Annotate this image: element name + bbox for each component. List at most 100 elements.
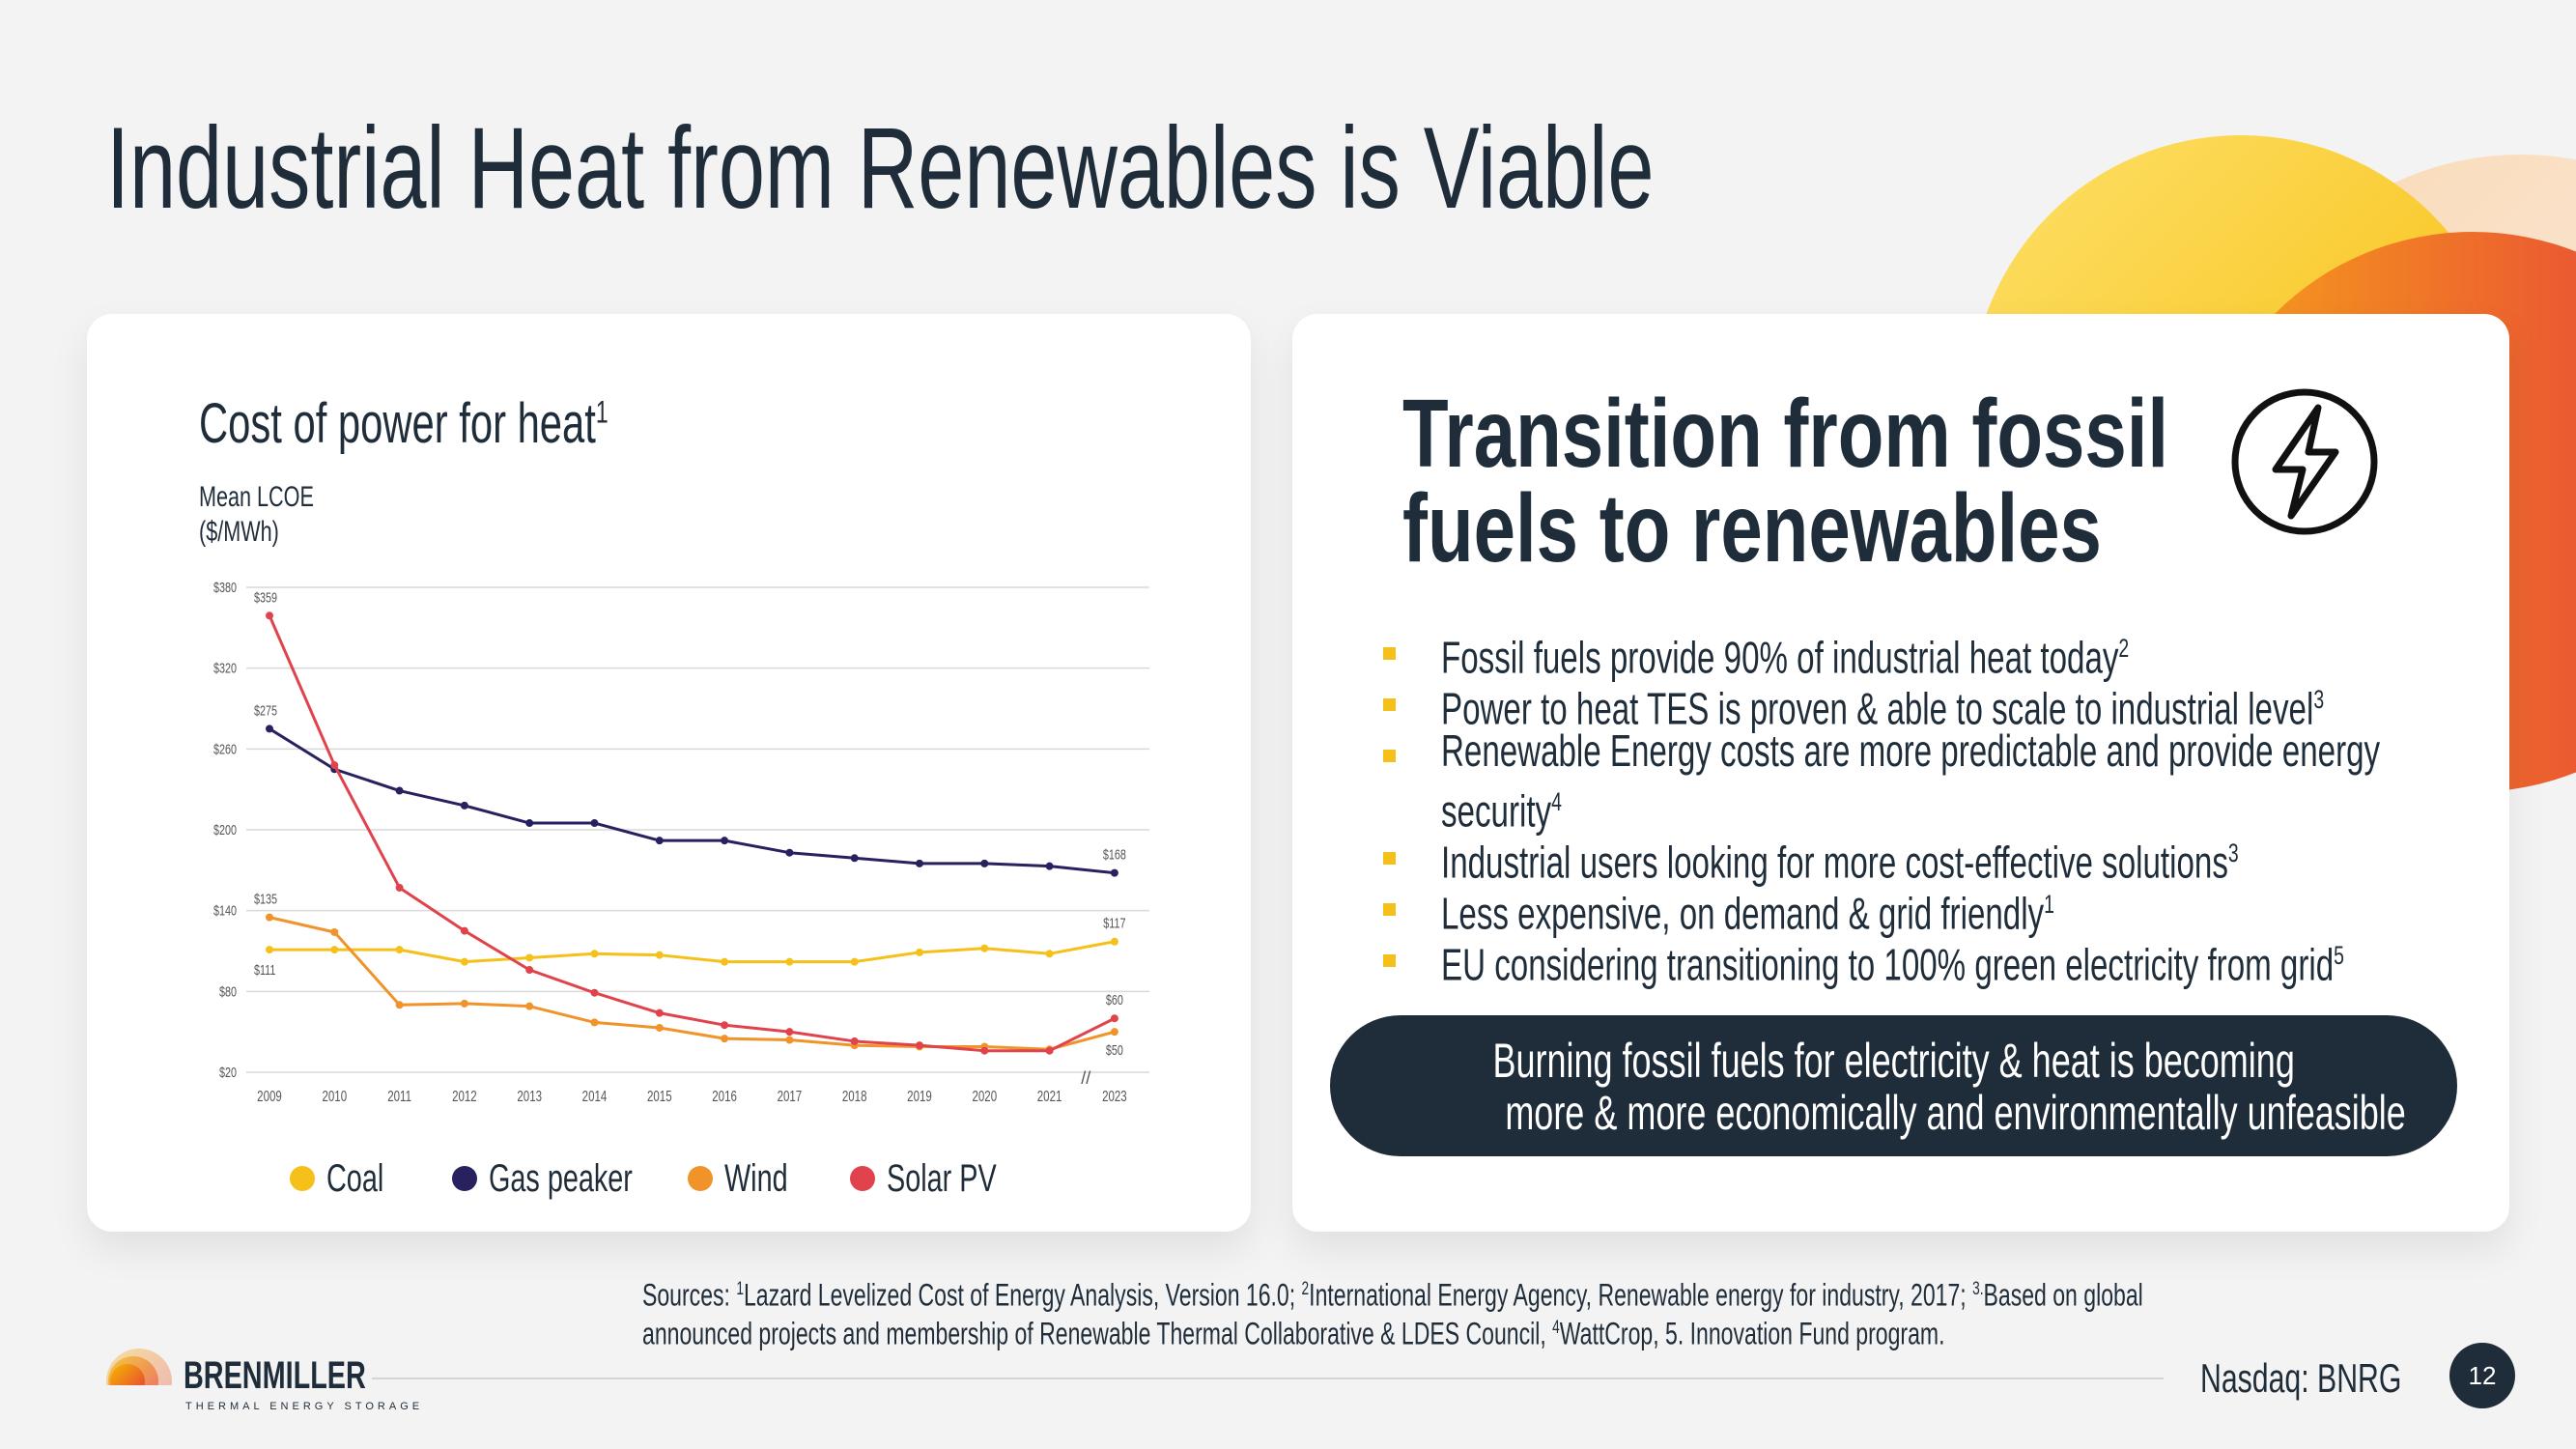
y-tick-label: $20 xyxy=(219,1064,237,1080)
data-point-coal xyxy=(721,957,729,966)
y-tick-label: $80 xyxy=(219,983,237,1000)
series-line-coal xyxy=(269,940,1116,964)
data-point-gas-peaker xyxy=(655,837,664,845)
data-point-solar-pv xyxy=(590,988,599,997)
data-point-coal xyxy=(590,950,599,958)
data-point-coal xyxy=(460,957,468,966)
bullet-square-icon xyxy=(1383,698,1396,711)
data-point-coal xyxy=(850,957,859,966)
data-label: $135 xyxy=(254,891,277,907)
y-axis-label: Mean LCOE ($/MWh) xyxy=(199,481,314,548)
callout-line-1: Burning fossil fuels for electricity & h… xyxy=(1492,1034,2295,1088)
x-tick-label: 2023 xyxy=(1102,1087,1127,1104)
lightning-bolt-icon xyxy=(2231,388,2378,535)
x-tick-label: 2017 xyxy=(778,1087,803,1104)
data-point-coal xyxy=(330,946,339,954)
y-tick-label: $260 xyxy=(213,741,237,757)
x-tick-label: 2009 xyxy=(257,1087,282,1104)
data-point-wind xyxy=(266,913,273,922)
callout-banner: Burning fossil fuels for electricity & h… xyxy=(1330,1015,2457,1156)
logo-tagline: THERMAL ENERGY STORAGE xyxy=(185,1401,424,1412)
data-point-gas-peaker xyxy=(1045,862,1054,870)
data-point-coal xyxy=(980,944,989,952)
legend-dot-coal xyxy=(290,1166,315,1191)
data-point-solar-pv xyxy=(395,883,404,892)
x-tick-label: 2021 xyxy=(1037,1087,1062,1104)
bullet-square-icon xyxy=(1383,954,1396,967)
chart-title: Cost of power for heat1 xyxy=(199,392,609,455)
data-point-gas-peaker xyxy=(721,837,729,845)
data-label: $117 xyxy=(1103,915,1125,931)
data-point-solar-pv xyxy=(785,1028,794,1037)
data-point-gas-peaker xyxy=(590,819,599,828)
bullet-square-icon xyxy=(1383,647,1396,660)
footer-divider xyxy=(372,1378,2164,1379)
bullet-square-icon xyxy=(1383,903,1396,916)
x-tick-label: 2010 xyxy=(322,1087,347,1104)
data-point-wind xyxy=(330,927,339,936)
x-tick-label: 2020 xyxy=(972,1087,997,1104)
x-tick-label: 2011 xyxy=(387,1087,411,1104)
transition-heading: Transition from fossil fuels to renewabl… xyxy=(1402,380,2169,582)
data-point-solar-pv xyxy=(721,1021,729,1030)
data-label: $359 xyxy=(254,589,277,606)
data-point-wind xyxy=(721,1035,729,1043)
logo-mark-icon xyxy=(97,1349,174,1420)
logo-wordmark: BRENMILLER xyxy=(184,1354,366,1397)
data-point-gas-peaker xyxy=(980,859,989,867)
slide-title: Industrial Heat from Renewables is Viabl… xyxy=(106,103,1655,233)
legend-item-gas-peaker: Gas peaker xyxy=(452,1154,689,1203)
data-point-wind xyxy=(395,1001,404,1009)
x-tick-label: 2015 xyxy=(647,1087,672,1104)
data-point-coal xyxy=(266,946,273,954)
data-point-solar-pv xyxy=(1045,1046,1054,1055)
data-point-solar-pv xyxy=(525,966,534,975)
data-point-gas-peaker xyxy=(460,801,468,810)
data-point-solar-pv xyxy=(460,926,468,935)
legend-dot-solar-pv xyxy=(850,1166,875,1191)
x-tick-label: 2014 xyxy=(582,1087,608,1104)
data-point-solar-pv xyxy=(980,1046,989,1055)
data-label: $168 xyxy=(1103,846,1126,863)
axis-break-marker: // xyxy=(1081,1068,1090,1088)
x-tick-label: 2012 xyxy=(452,1087,477,1104)
legend-item-solar-pv: Solar PV xyxy=(850,1154,1039,1203)
page-number: 12 xyxy=(2468,1360,2497,1390)
legend-item-wind: Wind xyxy=(688,1154,812,1203)
y-tick-label: $140 xyxy=(213,902,237,919)
data-label: $275 xyxy=(254,702,277,719)
callout-line-2: more & more economically and environment… xyxy=(1505,1086,2406,1140)
line-chart: $380 $320 $260 $200 $140 $80 $20 2009 2010 2011 20… xyxy=(213,579,1149,1104)
legend-item-coal: Coal xyxy=(290,1154,406,1203)
ticker-label: Nasdaq: BNRG xyxy=(2200,1355,2402,1401)
legend-dot-wind xyxy=(688,1166,713,1191)
data-point-gas-peaker xyxy=(916,859,923,867)
x-tick-label: 2019 xyxy=(907,1087,932,1104)
data-point-gas-peaker xyxy=(850,854,859,863)
x-tick-label: 2018 xyxy=(842,1087,867,1104)
data-point-gas-peaker xyxy=(1110,868,1118,877)
data-point-coal xyxy=(1045,950,1054,958)
data-point-gas-peaker xyxy=(395,786,404,795)
y-tick-label: $200 xyxy=(213,821,237,838)
series-line-gas-peaker xyxy=(269,727,1116,875)
data-point-wind xyxy=(525,1002,534,1010)
data-point-solar-pv xyxy=(1110,1014,1118,1023)
data-point-coal xyxy=(395,946,404,954)
data-point-coal xyxy=(655,951,664,959)
data-point-coal xyxy=(916,948,923,956)
data-point-coal xyxy=(785,957,794,966)
bullet-square-icon xyxy=(1383,750,1396,762)
data-point-solar-pv xyxy=(266,611,273,620)
legend-dot-gas-peaker xyxy=(452,1166,477,1191)
data-point-wind xyxy=(1110,1028,1118,1037)
data-point-solar-pv xyxy=(850,1037,859,1045)
chart-card xyxy=(87,314,1251,1232)
data-label: $111 xyxy=(254,961,275,978)
data-point-solar-pv xyxy=(916,1041,923,1050)
data-point-wind xyxy=(460,999,468,1008)
x-tick-label: 2013 xyxy=(517,1087,542,1104)
data-point-wind xyxy=(655,1023,664,1032)
y-tick-label: $380 xyxy=(213,579,237,595)
data-point-solar-pv xyxy=(655,1009,664,1017)
